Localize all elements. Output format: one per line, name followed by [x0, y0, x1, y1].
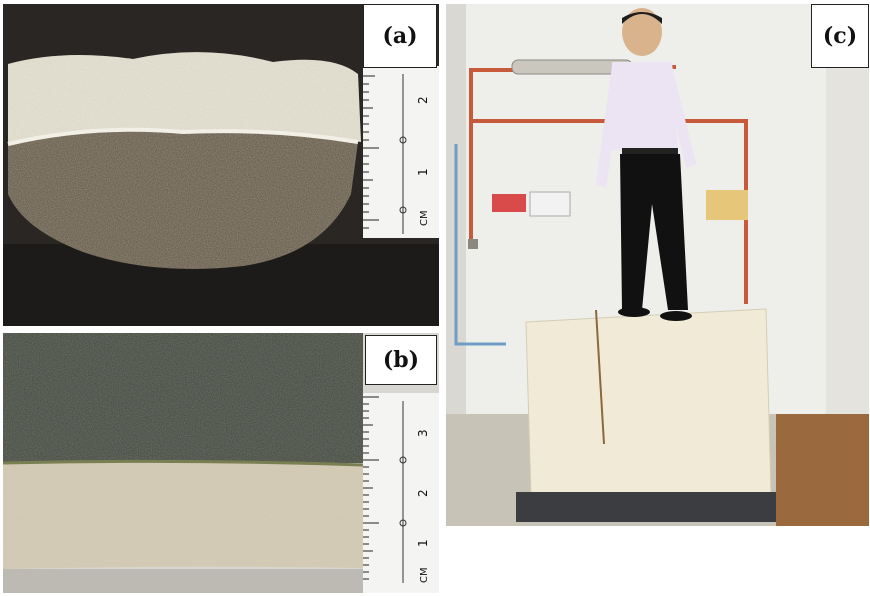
ruler-ticks	[363, 75, 379, 229]
ruler-ticks	[363, 396, 379, 580]
panel-label-c: (c)	[811, 4, 869, 68]
panel-label-a: (a)	[363, 4, 437, 68]
ruler-mark-3: 3	[416, 429, 430, 437]
ruler	[363, 393, 439, 593]
ruler-unit: CM	[419, 210, 430, 226]
panel-a-photo: 2 1 CM (a)	[3, 4, 439, 326]
person-on-block-photo	[446, 4, 869, 526]
panel-b-photo: 3 2 1 CM (b)	[3, 333, 439, 593]
ruler-mark-1: 1	[416, 539, 430, 547]
ruler	[363, 66, 439, 238]
panel-label-b: (b)	[365, 335, 437, 385]
ruler-mark-2: 2	[416, 489, 430, 497]
panel-c-photo: (c)	[446, 4, 869, 526]
layered-slab-photo: 3 2 1 CM	[3, 333, 439, 593]
ruler-mark-1: 1	[416, 168, 430, 176]
ruler-mark-2: 2	[416, 96, 430, 104]
ruler-unit: CM	[419, 567, 430, 583]
